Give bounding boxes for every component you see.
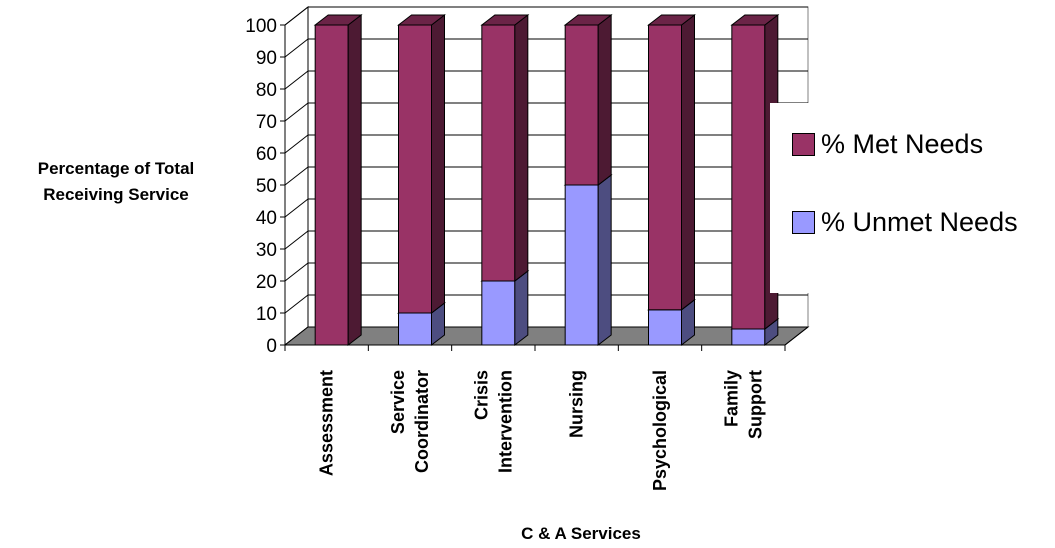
- bar-met-top: [563, 14, 613, 26]
- gridline-side: [284, 294, 309, 314]
- gridline-side: [284, 6, 309, 26]
- bar-met-top: [397, 14, 446, 26]
- gridline-side: [284, 198, 309, 218]
- bar-met-side: [514, 13, 529, 283]
- y-tick-label: 50: [256, 176, 277, 197]
- bar-met-top: [647, 14, 696, 26]
- bar-met-side: [347, 13, 362, 347]
- legend-label-met: % Met Needs: [821, 129, 984, 159]
- legend-item-unmet: % Unmet Needs: [792, 207, 1018, 238]
- y-tick-label: 100: [245, 16, 277, 37]
- bar-met: [648, 24, 682, 311]
- y-tick-label: 30: [256, 240, 277, 261]
- gridline-side: [284, 230, 309, 250]
- bar-unmet: [648, 309, 682, 346]
- bar-unmet: [564, 184, 599, 346]
- gridline-side: [284, 102, 309, 122]
- gridline-side: [284, 70, 309, 90]
- x-axis-depth: [784, 326, 809, 346]
- x-category-label: Service: [388, 370, 408, 434]
- y-axis-title-line-1: Percentage of Total: [37, 159, 195, 178]
- x-category-label: Assessment: [317, 370, 337, 476]
- legend-item-met: % Met Needs: [792, 129, 983, 160]
- y-axis-title: Percentage of Total Receiving Service: [0, 156, 232, 208]
- y-tick-label: 70: [256, 112, 277, 133]
- y-tick-label: 40: [256, 208, 277, 229]
- bar-met-top: [730, 14, 780, 26]
- y-tick-label: 60: [256, 144, 277, 165]
- bar-met-top: [480, 14, 530, 26]
- y-tick-label: 20: [256, 272, 277, 293]
- bar-met-side: [431, 13, 445, 315]
- bar-unmet: [731, 328, 766, 346]
- gridline-side: [284, 38, 309, 58]
- x-category-label: Nursing: [567, 370, 587, 438]
- x-category-label: Family: [721, 370, 741, 427]
- bar-unmet-side: [597, 173, 612, 347]
- bar-unmet: [481, 280, 516, 346]
- bar-met: [731, 24, 766, 330]
- y-tick-label: 10: [256, 304, 277, 325]
- bar-met: [314, 24, 349, 346]
- bar-met: [481, 24, 516, 282]
- bar-unmet-side: [514, 269, 529, 347]
- x-category-label: Support: [745, 370, 765, 439]
- x-category-label: Crisis: [471, 370, 491, 420]
- bar-met-top: [313, 14, 363, 26]
- bar-met-side: [681, 13, 695, 311]
- x-category-label: Psychological: [650, 370, 670, 491]
- chart-floor: [283, 326, 810, 346]
- legend-label-unmet: % Unmet Needs: [821, 207, 1018, 237]
- x-category-label: Coordinator: [412, 370, 432, 473]
- y-tick-label: 0: [266, 336, 277, 357]
- bar-met-side: [597, 13, 612, 187]
- legend-swatch-unmet: [792, 211, 815, 234]
- gridline-side: [284, 166, 309, 186]
- legend-swatch-met: [792, 133, 815, 156]
- y-tick-label: 80: [256, 80, 277, 101]
- gridline-side: [284, 262, 309, 282]
- bar-met: [398, 24, 432, 314]
- x-axis-title: C & A Services: [521, 524, 641, 543]
- gridline-side: [284, 134, 309, 154]
- bar-met: [564, 24, 599, 186]
- x-category-label: Intervention: [495, 370, 515, 473]
- y-tick-label: 90: [256, 48, 277, 69]
- y-axis-title-line-2: Receiving Service: [43, 185, 189, 204]
- legend: % Met Needs % Unmet Needs: [770, 103, 1055, 293]
- bar-unmet: [398, 312, 432, 346]
